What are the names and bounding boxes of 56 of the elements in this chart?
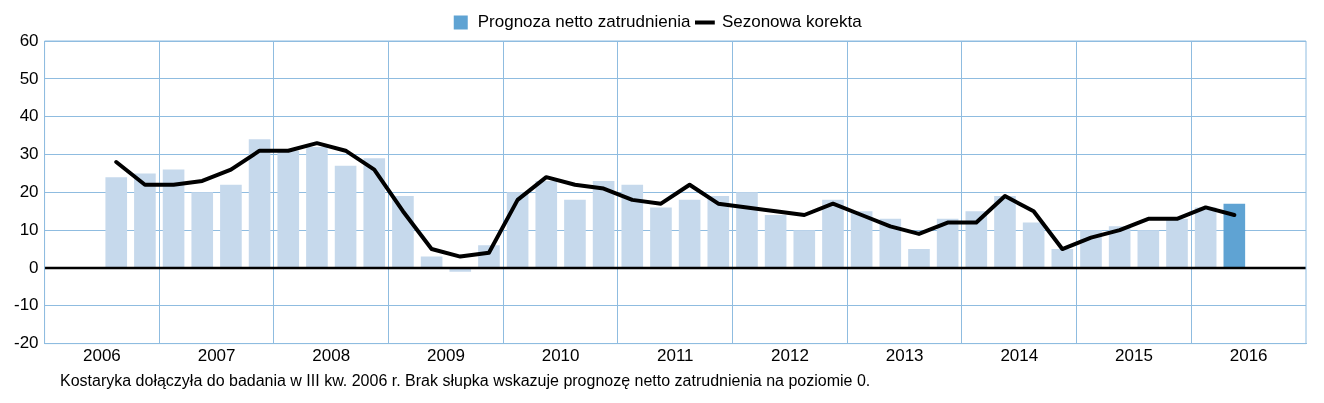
bar (277, 150, 300, 268)
bar (535, 180, 558, 268)
y-tick-label: 30 (19, 144, 39, 164)
x-tick-label: 2009 (427, 346, 465, 366)
x-tick-label: 2016 (1229, 346, 1268, 366)
x-tick-label: 2015 (1115, 346, 1153, 366)
x-tick-label: 2012 (771, 346, 809, 366)
bar (1051, 249, 1074, 268)
bar (1137, 230, 1160, 268)
x-tick-label: 2007 (197, 346, 236, 366)
bar (191, 192, 214, 268)
bar (306, 146, 328, 268)
y-tick-label: 60 (19, 30, 39, 50)
bar (621, 184, 644, 268)
bar (363, 158, 386, 268)
x-tick-label: 2008 (312, 346, 351, 366)
legend-label: Sezonowa korekta (721, 12, 863, 32)
y-tick-label: -10 (13, 295, 39, 315)
bar (592, 180, 615, 268)
bar (1194, 207, 1217, 268)
bar (793, 230, 816, 268)
bar (650, 207, 672, 268)
y-tick-label: 20 (19, 181, 39, 201)
bar (134, 173, 156, 268)
bar (994, 196, 1016, 268)
bar (334, 165, 357, 268)
bar (1022, 222, 1045, 268)
x-tick-label: 2011 (657, 346, 694, 366)
y-tick-label: -20 (13, 333, 39, 353)
y-tick-label: 0 (29, 257, 39, 277)
x-tick-label: 2013 (885, 346, 924, 366)
bar (1166, 218, 1188, 268)
bar (564, 199, 586, 268)
y-tick-label: 10 (19, 219, 39, 239)
bar (707, 196, 730, 268)
legend-label: Prognoza netto zatrudnienia (477, 12, 691, 32)
bar (908, 249, 930, 268)
bar (965, 211, 988, 268)
bar (736, 192, 758, 268)
bar (879, 218, 902, 268)
bar (822, 199, 844, 268)
x-tick-label: 2010 (541, 346, 580, 366)
text: Kostaryka dołączyła do badania w III kw. 2006 r. Brak słupka wskazuje prognozę netto zatrudnienia na poziomie 0. (59, 372, 872, 390)
bar (392, 196, 414, 268)
bar (1223, 203, 1246, 268)
x-tick-label: 2014 (1000, 346, 1039, 366)
bar (678, 199, 701, 268)
y-tick-label: 50 (19, 68, 39, 88)
bar (220, 184, 242, 268)
y-tick-label: 40 (19, 106, 39, 126)
bar (850, 211, 873, 268)
bar (162, 169, 185, 268)
bar (764, 215, 787, 268)
bar (105, 177, 128, 268)
bar (248, 139, 271, 268)
x-tick-label: 2006 (82, 346, 121, 366)
